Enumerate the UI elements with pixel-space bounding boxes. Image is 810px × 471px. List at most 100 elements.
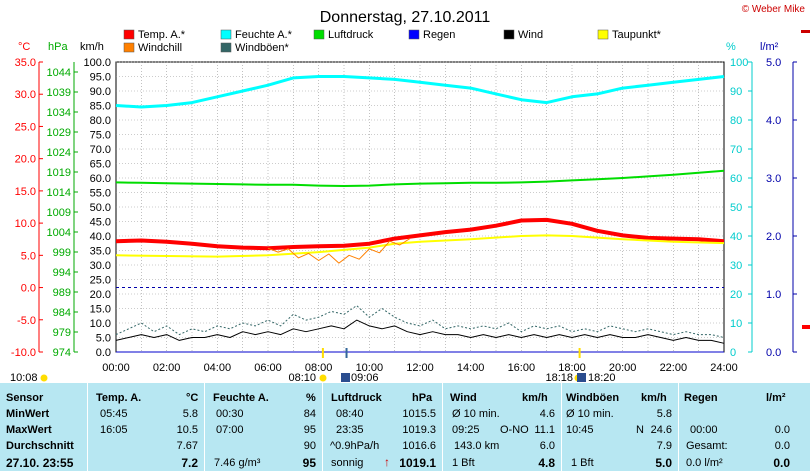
- wind-tick-label: 65.0: [90, 159, 111, 171]
- edge-fragment: [802, 325, 810, 329]
- row-min-label: MinWert: [6, 408, 50, 420]
- max-gust-value: 24.6: [650, 424, 672, 436]
- min-pressure-time: 08:40: [336, 408, 364, 420]
- header-rain: Regen: [684, 392, 718, 404]
- rain-tick-label: 0.0: [766, 347, 781, 359]
- copyright-text: © Weber Mike: [742, 4, 806, 15]
- temp-tick-label: 25.0: [15, 121, 36, 133]
- max-temp-value: 10.5: [176, 424, 198, 436]
- series-windb-en: [115, 305, 725, 338]
- moonset-time: 18:20: [588, 372, 616, 383]
- x-tick-label: 14:00: [457, 362, 485, 374]
- statistics-table: Sensor Temp. A. °C Feuchte A. % Luftdruc…: [0, 383, 810, 471]
- max-temp-time: 16:05: [100, 424, 128, 436]
- temp-tick-label: 15.0: [15, 186, 36, 198]
- wind-tick-label: 5.0: [96, 333, 111, 345]
- pressure-tick-label: 994: [53, 267, 71, 279]
- legend-swatch: [220, 42, 232, 53]
- x-tick-label: 02:00: [153, 362, 181, 374]
- series-luftdruck: [115, 169, 725, 187]
- now-temp-value: 7.2: [181, 456, 198, 470]
- x-tick-label: 16:00: [508, 362, 536, 374]
- wind-tick-label: 100.0: [83, 57, 111, 69]
- rain-tick-label: 1.0: [766, 289, 781, 301]
- now-rain-total: 0.0 l/m²: [686, 457, 723, 469]
- pressure-trend-arrow-icon: ↑: [384, 455, 390, 469]
- pressure-tick-label: 1039: [47, 87, 71, 99]
- legend-label: Regen: [423, 29, 455, 41]
- humidity-tick-label: 30: [730, 260, 742, 272]
- wind-unit-label: km/h: [80, 41, 104, 53]
- legend-label: Windböen*: [235, 42, 290, 54]
- now-gust-beaufort: 1 Bft: [571, 457, 594, 469]
- series-wind: [115, 319, 725, 344]
- pressure-tick-label: 1024: [47, 147, 71, 159]
- x-tick-label: 10:00: [356, 362, 384, 374]
- wind-tick-label: 95.0: [90, 72, 111, 84]
- series-windchill: [267, 238, 411, 264]
- humidity-tick-label: 40: [730, 231, 742, 243]
- now-absolute-humidity: 7.46 g/m³: [214, 457, 261, 469]
- pressure-tick-label: 1009: [47, 207, 71, 219]
- max-pressure-value: 1019.3: [402, 424, 436, 436]
- x-tick-label: 22:00: [660, 362, 688, 374]
- temp-tick-label: -5.0: [17, 315, 36, 327]
- x-tick-label: 04:00: [204, 362, 232, 374]
- legend-swatch: [220, 29, 232, 40]
- avg-gust-value: 7.9: [656, 440, 672, 452]
- max-wind-time: 09:25: [452, 424, 480, 436]
- avg-rain-value: 0.0: [774, 440, 790, 452]
- avg-wind-distance: 143.0 km: [454, 440, 500, 452]
- min-humidity-value: 84: [303, 408, 316, 420]
- wind-tick-label: 10.0: [90, 318, 111, 330]
- rain-unit-label: l/m²: [760, 41, 779, 53]
- pressure-unit-label: hPa: [48, 41, 68, 53]
- chart-title: Donnerstag, 27.10.2011: [320, 9, 491, 26]
- header-humidity-unit: %: [306, 392, 316, 404]
- header-pressure-unit: hPa: [412, 392, 433, 404]
- temp-tick-label: 20.0: [15, 154, 36, 166]
- wind-tick-label: 70.0: [90, 144, 111, 156]
- max-rain-time: 00:00: [690, 424, 718, 436]
- row-now-label: 27.10. 23:55: [6, 456, 74, 470]
- max-pressure-time: 23:35: [336, 424, 364, 436]
- min-humidity-time: 00:30: [216, 408, 244, 420]
- moonset-icon: [577, 373, 586, 382]
- legend-label: Taupunkt*: [612, 29, 662, 41]
- pressure-tick-label: 1044: [47, 67, 71, 79]
- temp-tick-label: -10.0: [11, 347, 36, 359]
- pressure-tick-label: 1004: [47, 227, 71, 239]
- row-avg-label: Durchschnitt: [6, 440, 74, 452]
- now-humidity-value: 95: [302, 456, 316, 470]
- wind-tick-label: 75.0: [90, 130, 111, 142]
- rain-tick-label: 4.0: [766, 115, 781, 127]
- wind-tick-label: 40.0: [90, 231, 111, 243]
- wind-tick-label: 90.0: [90, 86, 111, 98]
- moonrise-icon: [341, 373, 350, 382]
- now-wind-beaufort: 1 Bft: [452, 457, 475, 469]
- series-feuchte-a: [115, 75, 725, 109]
- legend-label: Windchill: [138, 42, 182, 54]
- avg-pressure-trend: ^0.9hPa/h: [330, 440, 380, 452]
- temp-tick-label: 5.0: [21, 250, 36, 262]
- legend-label: Wind: [518, 29, 543, 41]
- header-humidity: Feuchte A.: [213, 392, 269, 404]
- avg-temp-value: 7.67: [176, 440, 198, 452]
- header-gust: Windböen: [566, 392, 620, 404]
- max-rain-value: 0.0: [774, 424, 790, 436]
- wind-tick-label: 45.0: [90, 217, 111, 229]
- pressure-tick-label: 1019: [47, 167, 71, 179]
- header-temp: Temp. A.: [96, 392, 142, 404]
- wind-tick-label: 25.0: [90, 275, 111, 287]
- wind-tick-label: 50.0: [90, 202, 111, 214]
- temp-tick-label: 30.0: [15, 89, 36, 101]
- legend-label: Feuchte A.*: [235, 29, 293, 41]
- rain-tick-label: 3.0: [766, 173, 781, 185]
- wind-tick-label: 85.0: [90, 101, 111, 113]
- pressure-tick-label: 1014: [47, 187, 71, 199]
- x-tick-label: 06:00: [254, 362, 282, 374]
- temp-tick-label: 35.0: [15, 57, 36, 69]
- header-wind: Wind: [450, 392, 477, 404]
- max-gust-direction: N: [636, 424, 644, 436]
- humidity-tick-label: 70: [730, 144, 742, 156]
